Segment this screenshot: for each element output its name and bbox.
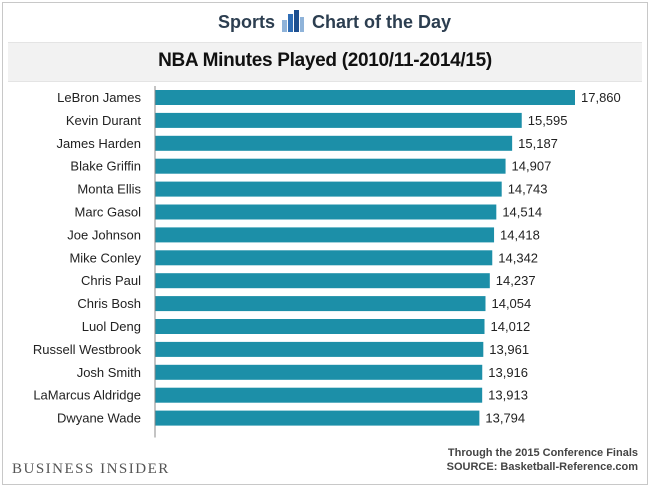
category-label: LeBron James [57,90,141,105]
category-label: Russell Westbrook [33,342,142,357]
title-band [8,42,642,82]
value-label: 14,342 [498,250,538,265]
chart-logo-icon [282,10,304,32]
category-label: Marc Gasol [75,205,142,220]
category-label: Mike Conley [69,250,141,265]
chart-title: NBA Minutes Played (2010/11-2014/15) [158,50,492,71]
value-label: 14,012 [491,319,531,334]
value-label: 14,907 [512,159,552,174]
category-label: Joe Johnson [67,227,141,242]
bar-chris-paul [155,273,490,289]
category-label: LaMarcus Aldridge [33,388,141,403]
value-label: 14,743 [508,182,548,197]
value-label: 15,187 [518,136,558,151]
bar-joe-johnson [155,227,495,243]
bar-josh-smith [155,364,483,380]
bar-blake-griffin [155,158,506,174]
value-label: 14,237 [496,273,536,288]
category-label: Kevin Durant [66,113,142,128]
bar-luol-deng [155,319,485,334]
value-label: 14,514 [502,205,542,220]
category-label: James Harden [56,136,141,151]
series-name: Chart of the Day [312,12,452,32]
bar-kevin-durant [155,112,522,128]
bar-monta-ellis [155,181,502,197]
value-label: 13,913 [488,388,528,403]
value-label: 13,794 [485,411,525,426]
value-label: 13,961 [489,342,529,357]
bar-chris-bosh [155,296,486,312]
brand-logo: BUSINESS INSIDER [12,461,170,477]
footer-note: Through the 2015 Conference Finals SOURC… [447,446,638,474]
category-label: Dwyane Wade [57,411,141,426]
header: Sports Chart of the Day [0,0,650,40]
category-label: Luol Deng [82,319,141,334]
value-label: 14,054 [491,296,531,311]
bar-lamarcus-aldridge [155,387,483,403]
value-label: 15,595 [528,113,568,128]
footnote: Through the 2015 Conference Finals [447,447,638,459]
bar-mike-conley [155,250,493,266]
category-label: Josh Smith [77,365,141,380]
bar-marc-gasol [155,204,497,220]
category-label: Chris Paul [81,273,141,288]
category-label: Chris Bosh [77,296,141,311]
section-label: Sports [218,12,276,32]
bar-james-harden [155,135,513,151]
category-label: Blake Griffin [70,159,141,174]
bar-russell-westbrook [155,341,484,357]
bar-lebron-james [155,90,575,105]
category-label: Monta Ellis [77,182,141,197]
source-note: SOURCE: Basketball-Reference.com [446,461,638,473]
value-label: 17,860 [581,90,621,105]
value-label: 14,418 [500,227,540,242]
value-label: 13,916 [488,365,528,380]
bar-dwyane-wade [155,410,480,426]
